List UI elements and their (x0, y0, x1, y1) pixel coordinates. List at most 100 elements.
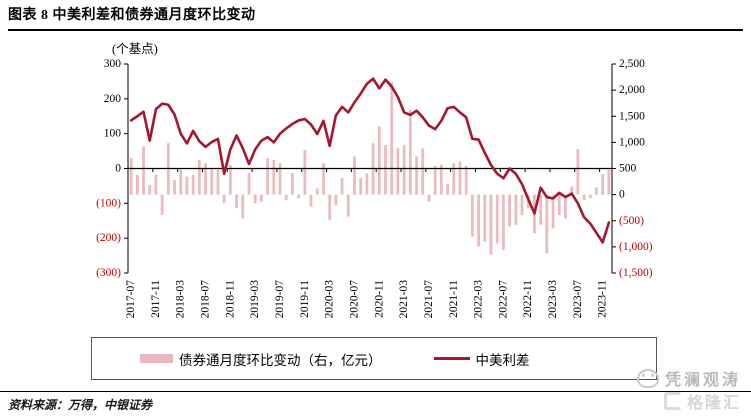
bar (396, 148, 400, 195)
bar (291, 173, 294, 195)
bar (222, 194, 226, 204)
x-axis-tick-label: 2021-07 (423, 280, 435, 319)
bars-series (129, 82, 611, 255)
bar (266, 158, 270, 195)
source-note: 资料来源：万得，中银证券 (8, 396, 152, 413)
x-axis-tick-label: 2019-03 (249, 280, 261, 319)
bar (557, 194, 561, 216)
bar (421, 148, 425, 195)
bar (390, 82, 394, 195)
bar (402, 144, 406, 195)
bar (197, 159, 201, 195)
bar (582, 194, 586, 200)
x-axis-tick-label: 2023-07 (572, 280, 584, 319)
bar (470, 194, 474, 237)
x-axis-tick-label: 2017-11 (150, 280, 162, 318)
bar (514, 194, 518, 225)
bar (551, 194, 555, 229)
left-axis-tick-label: 0 (115, 163, 121, 175)
bar (495, 194, 499, 244)
legend-item-spread: 中美利差 (433, 349, 530, 369)
bar (564, 194, 567, 219)
bar (247, 173, 251, 195)
x-axis-tick-label: 2020-07 (348, 280, 360, 319)
right-axis-tick-label: 0 (619, 189, 625, 201)
left-axis-tick-label: (200) (96, 232, 121, 244)
combo-chart: 300 200 100 0 (100) (200) (300) (个基点) 2,500 2,000… (96, 42, 653, 319)
bar (272, 159, 276, 195)
bar (284, 194, 288, 200)
x-axis-tick-label: 2021-03 (398, 280, 410, 319)
legend-item-label: 中美利差 (475, 352, 530, 368)
right-axis-tick-label: (1,500) (619, 267, 653, 279)
bar (377, 126, 381, 195)
x-axis-tick-label: 2019-11 (299, 280, 311, 318)
x-axis: 2017-07 2017-11 2018-03 2018-07 2018-11 2019-… (125, 167, 612, 319)
x-axis-tick-label: 2023-03 (547, 280, 559, 319)
bar (415, 156, 418, 195)
bar (408, 109, 412, 195)
right-axis-tick-label: 1,500 (619, 110, 645, 122)
x-axis-tick-label: 2022-07 (497, 280, 509, 319)
source-prefix: 资料来源： (8, 398, 69, 412)
chart-title: 图表 8 中美利差和债券通月度环比变动 (8, 8, 256, 23)
bar (427, 194, 431, 202)
bar (520, 194, 524, 216)
legend-item-bond-connect: 债券通月度环比变动（右，亿元） (140, 349, 382, 369)
source-text: 万得，中银证券 (68, 398, 153, 412)
bar (148, 184, 152, 195)
bar (142, 146, 145, 195)
bar (595, 187, 598, 195)
bar (216, 169, 220, 195)
bar (464, 165, 468, 195)
left-axis-tick-label: (100) (96, 197, 121, 209)
x-axis-tick-label: 2020-11 (373, 280, 385, 318)
x-axis-tick-label: 2023-11 (597, 280, 609, 318)
bar (502, 194, 505, 251)
bar (384, 144, 387, 195)
bar (446, 183, 449, 195)
bar (173, 180, 176, 195)
right-axis-tick-label: 2,500 (619, 58, 645, 70)
x-axis-tick-label: 2018-03 (175, 280, 187, 319)
bar (340, 178, 344, 195)
watermark-gelonghui-text: 格隆汇 (686, 395, 741, 412)
bar (241, 194, 245, 219)
bar (129, 158, 133, 195)
bar (235, 194, 238, 209)
bar (309, 194, 313, 207)
watermark-gelonghui: 格隆汇 (663, 389, 741, 413)
bar (452, 163, 456, 195)
line-series (129, 77, 611, 244)
bar (576, 149, 580, 195)
bar (346, 194, 350, 217)
bar (508, 194, 512, 227)
x-axis-tick-label: 2018-07 (200, 280, 212, 319)
left-axis-tick-label: (300) (96, 267, 121, 279)
x-axis-tick-label: 2019-07 (274, 280, 286, 319)
right-axis: 2,500 2,000 1,500 1,000 500 0 (500) (1,000) (1,5… (611, 58, 653, 279)
bar (458, 161, 462, 195)
bar (154, 174, 158, 195)
line-swatch-icon (433, 357, 470, 360)
bar (539, 194, 543, 225)
watermark-pinglan: 凭澜观涛 (636, 366, 741, 390)
right-axis-tick-label: (500) (619, 215, 644, 227)
left-axis-tick-label: 300 (104, 58, 122, 70)
bar (477, 194, 480, 247)
bar (278, 163, 282, 195)
bar-swatch-icon (140, 354, 173, 363)
x-axis-tick-label: 2022-11 (522, 280, 534, 318)
x-axis-tick-label: 2018-11 (224, 280, 236, 318)
bar (260, 194, 263, 202)
bar (135, 174, 139, 195)
left-axis-tick-label: 100 (104, 128, 122, 140)
bar (588, 194, 592, 199)
x-axis-tick-label: 2022-03 (473, 280, 485, 319)
bar (228, 164, 232, 195)
bar (297, 194, 301, 199)
bar (334, 194, 338, 206)
bar (483, 194, 487, 242)
right-axis-tick-label: (1,000) (619, 241, 653, 253)
